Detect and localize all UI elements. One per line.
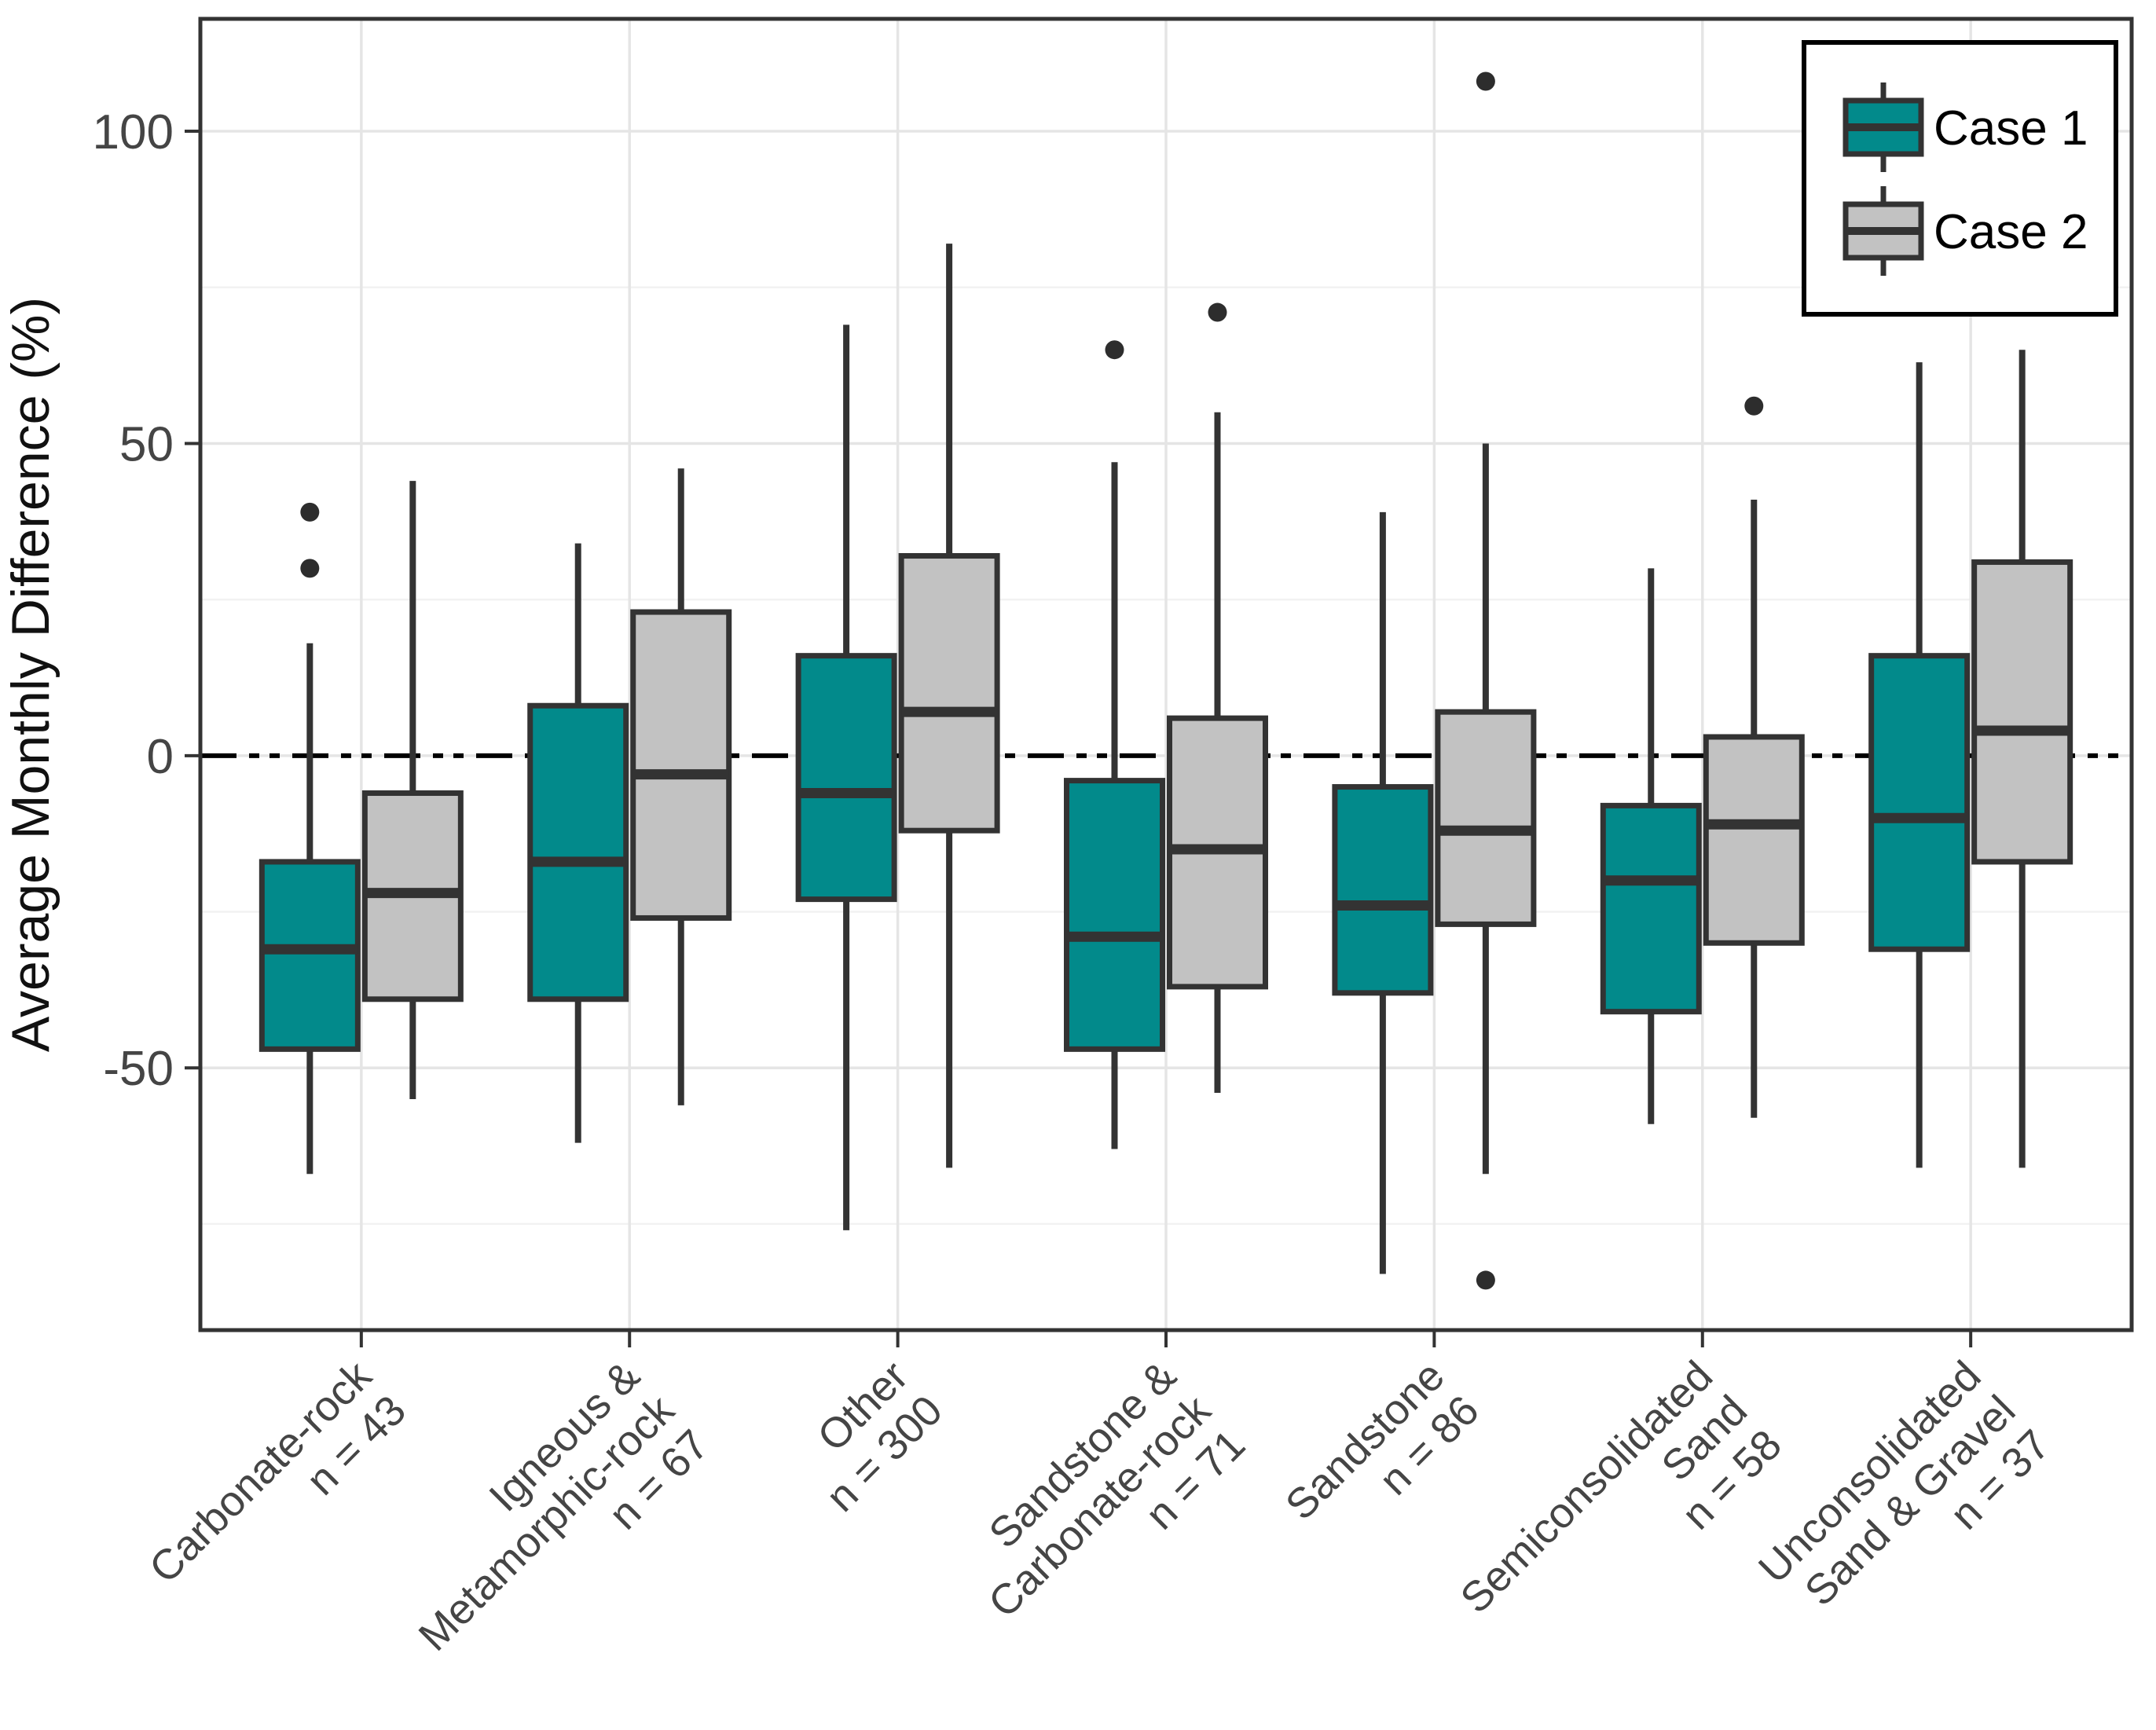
boxplot-case1-7 bbox=[1868, 362, 1971, 1168]
x-category-label-3: Othern = 300 bbox=[783, 1352, 952, 1521]
x-category-label-2: Igneous &Metamorphic-rockn = 67 bbox=[376, 1351, 718, 1694]
iqr-box bbox=[1703, 734, 1805, 946]
iqr-box bbox=[1868, 653, 1971, 952]
legend-box bbox=[1802, 40, 2118, 317]
x-category-label-6: SemiconsolidatedSandn = 58 bbox=[1451, 1352, 1791, 1692]
outlier-dot bbox=[1208, 302, 1227, 322]
y-tick-label-0: 0 bbox=[147, 730, 174, 784]
iqr-box bbox=[1064, 778, 1165, 1052]
boxplot-case2-1 bbox=[361, 481, 464, 1099]
outlier-dot bbox=[1105, 340, 1124, 360]
x-category-label-1: Carbonate-rockn = 43 bbox=[141, 1351, 416, 1626]
boxplot-case1-5 bbox=[1332, 511, 1434, 1274]
iqr-box bbox=[898, 552, 1000, 834]
y-tick-label-50: 50 bbox=[119, 417, 174, 471]
iqr-box bbox=[1971, 559, 2074, 865]
outlier-dot bbox=[300, 559, 320, 578]
boxplot-case1-2 bbox=[527, 543, 629, 1143]
outlier-dot bbox=[1476, 71, 1495, 91]
iqr-box bbox=[1332, 784, 1434, 996]
iqr-box bbox=[258, 859, 361, 1052]
boxplot-case2-3 bbox=[898, 244, 1000, 1168]
x-category-label-4: Sandstone &Carbonate-rockn = 71 bbox=[945, 1351, 1255, 1661]
boxplot-case2-7 bbox=[1971, 350, 2074, 1168]
boxplot-case2-6 bbox=[1703, 396, 1805, 1118]
legend-entry-1: Case 1 bbox=[1842, 82, 2088, 172]
iqr-box bbox=[1600, 802, 1702, 1015]
iqr-box bbox=[630, 609, 732, 921]
boxplot-case1-3 bbox=[795, 324, 897, 1230]
y-tick-label--50: -50 bbox=[103, 1042, 174, 1096]
outlier-dot bbox=[1744, 396, 1764, 416]
boxplot-case2-2 bbox=[630, 468, 732, 1105]
legend-label-1: Case 1 bbox=[1934, 101, 2088, 156]
x-category-label-7: UnconsolidatedSand & Graveln = 37 bbox=[1750, 1352, 2059, 1661]
boxplot-case1-4 bbox=[1064, 340, 1165, 1149]
outlier-dot bbox=[1476, 1270, 1495, 1290]
x-category-label-5: Sandstonen = 86 bbox=[1277, 1352, 1488, 1563]
boxplot-case2-4 bbox=[1167, 302, 1268, 1093]
iqr-box bbox=[527, 702, 629, 1002]
legend-entry-2: Case 2 bbox=[1842, 186, 2088, 276]
boxplot-case2-5 bbox=[1435, 71, 1537, 1290]
boxplot-case1-1 bbox=[258, 502, 361, 1175]
legend: Case 1 Case 2 bbox=[1802, 40, 2118, 317]
legend-label-2: Case 2 bbox=[1934, 205, 2088, 259]
boxplot-case1-6 bbox=[1600, 568, 1702, 1124]
iqr-box bbox=[795, 653, 897, 903]
outlier-dot bbox=[300, 502, 320, 522]
iqr-box bbox=[1435, 709, 1537, 927]
category-name-line: Semiconsolidated bbox=[1451, 1352, 1722, 1622]
y-axis-title: Average Monthly Difference (%) bbox=[1, 297, 60, 1052]
y-tick-label-100: 100 bbox=[93, 105, 174, 159]
